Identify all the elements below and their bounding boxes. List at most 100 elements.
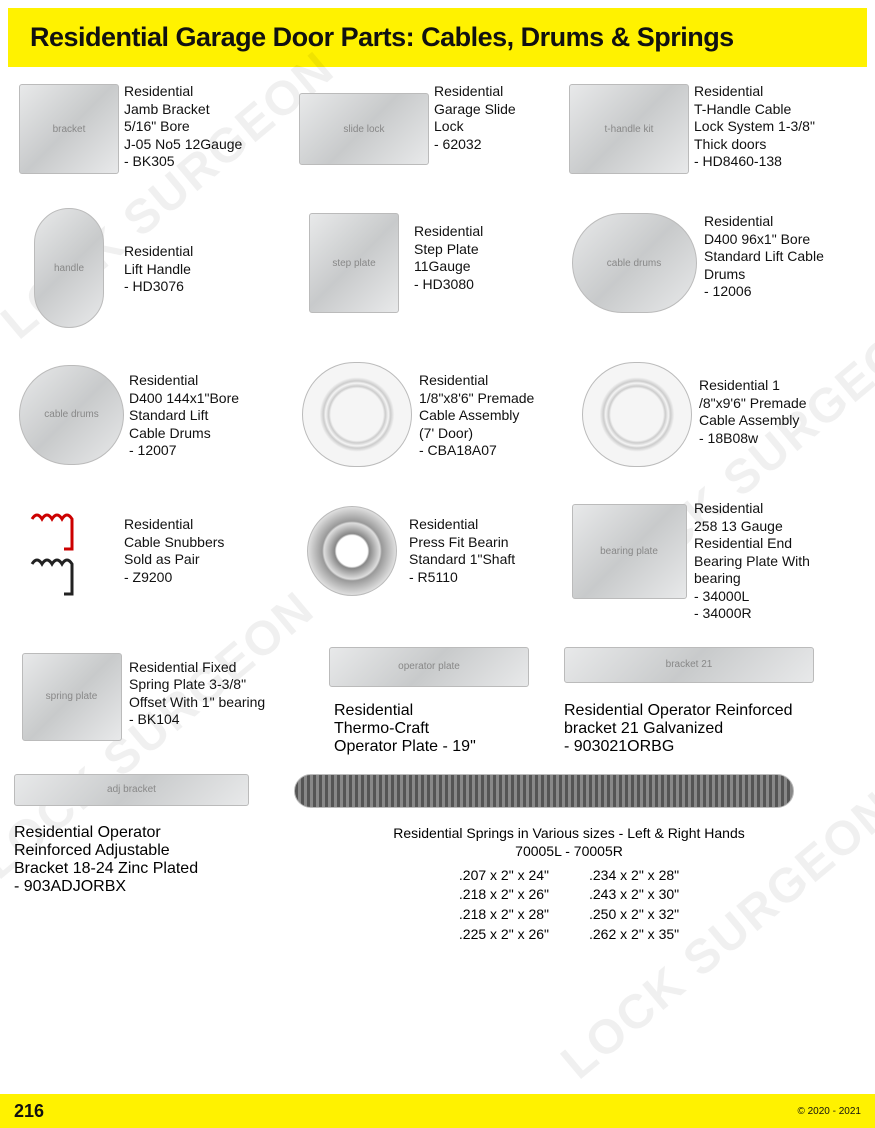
size-row: .234 x 2" x 28" <box>589 866 679 886</box>
item-slide-lock: Residential Garage Slide Lock - 62032 <box>294 79 564 179</box>
product-text: Residential Fixed Spring Plate 3-3/8" Of… <box>129 647 265 729</box>
row-2: Residential Lift Handle - HD3076 Residen… <box>14 203 861 333</box>
product-image <box>572 213 697 313</box>
header-bar: Residential Garage Door Parts: Cables, D… <box>8 8 867 67</box>
page-number: 216 <box>14 1101 44 1122</box>
item-bearing: Residential Press Fit Bearin Standard 1"… <box>294 496 564 606</box>
product-text: Residential Garage Slide Lock - 62032 <box>434 79 516 153</box>
line: D400 144x1"Bore <box>129 390 239 408</box>
product-image <box>302 362 412 467</box>
line: Residential <box>694 500 810 518</box>
line: Reinforced Adjustable <box>14 842 294 860</box>
row-6: Residential Operator Reinforced Adjustab… <box>14 774 861 945</box>
line: Residential <box>694 83 815 101</box>
line: - CBA18A07 <box>419 442 534 460</box>
product-text: Residential Press Fit Bearin Standard 1"… <box>409 496 515 586</box>
line: - HD3080 <box>414 276 483 294</box>
line: /8"x9'6" Premade <box>699 395 807 413</box>
line: Residential 1 <box>699 377 807 395</box>
row-1: Residential Jamb Bracket 5/16" Bore J-05… <box>14 79 861 179</box>
footer-bar: 216 © 2020 - 2021 <box>0 1094 875 1128</box>
line: Residential <box>434 83 516 101</box>
line: Residential <box>414 223 483 241</box>
product-image <box>309 213 399 313</box>
size-row: .262 x 2" x 35" <box>589 925 679 945</box>
item-drums-144: Residential D400 144x1"Bore Standard Lif… <box>14 357 294 472</box>
product-image <box>307 506 397 596</box>
row-3: Residential D400 144x1"Bore Standard Lif… <box>14 357 861 472</box>
line: T-Handle Cable <box>694 101 815 119</box>
product-text: Residential T-Handle Cable Lock System 1… <box>694 79 815 171</box>
item-reinforced-21: Residential Operator Reinforced bracket … <box>564 647 854 756</box>
product-image <box>572 504 687 599</box>
line: Residential End <box>694 535 810 553</box>
size-row: .250 x 2" x 32" <box>589 905 679 925</box>
line: Bearing Plate With <box>694 553 810 571</box>
line: Standard 1"Shaft <box>409 551 515 569</box>
size-row: .218 x 2" x 26" <box>459 885 549 905</box>
springs-subtitle: 70005L - 70005R <box>294 842 844 860</box>
line: - R5110 <box>409 569 515 587</box>
spring-size-table: .207 x 2" x 24" .218 x 2" x 26" .218 x 2… <box>294 866 844 944</box>
row-4: Residential Cable Snubbers Sold as Pair … <box>14 496 861 623</box>
line: Offset With 1" bearing <box>129 694 265 712</box>
product-image <box>582 362 692 467</box>
product-text: Residential Step Plate 11Gauge - HD3080 <box>414 203 483 293</box>
size-col-1: .207 x 2" x 24" .218 x 2" x 26" .218 x 2… <box>459 866 549 944</box>
product-image <box>564 647 814 683</box>
product-image <box>569 84 689 174</box>
line: Spring Plate 3-3/8" <box>129 676 265 694</box>
line: Residential <box>704 213 824 231</box>
line: Bracket 18-24 Zinc Plated <box>14 860 294 878</box>
line: Lock <box>434 118 516 136</box>
line: Residential <box>124 516 224 534</box>
line: - Z9200 <box>124 569 224 587</box>
item-cable-86: Residential 1/8"x8'6" Premade Cable Asse… <box>294 357 574 472</box>
line: - 34000R <box>694 605 810 623</box>
line: Press Fit Bearin <box>409 534 515 552</box>
size-row: .243 x 2" x 30" <box>589 885 679 905</box>
product-image <box>294 774 794 808</box>
line: (7' Door) <box>419 425 534 443</box>
product-text: Residential Operator Reinforced bracket … <box>564 702 854 756</box>
product-image <box>22 504 117 599</box>
product-text: Residential Cable Snubbers Sold as Pair … <box>124 496 224 586</box>
line: - 62032 <box>434 136 516 154</box>
line: Cable Assembly <box>699 412 807 430</box>
product-image <box>14 774 249 806</box>
line: - HD8460-138 <box>694 153 815 171</box>
size-col-2: .234 x 2" x 28" .243 x 2" x 30" .250 x 2… <box>589 866 679 944</box>
size-row: .225 x 2" x 26" <box>459 925 549 945</box>
line: Residential Operator Reinforced <box>564 702 854 720</box>
item-jamb-bracket: Residential Jamb Bracket 5/16" Bore J-05… <box>14 79 294 179</box>
line: J-05 No5 12Gauge <box>124 136 242 154</box>
product-image <box>19 84 119 174</box>
product-image <box>19 365 124 465</box>
line: Drums <box>704 266 824 284</box>
line: Cable Assembly <box>419 407 534 425</box>
copyright: © 2020 - 2021 <box>797 1106 861 1117</box>
line: Residential Operator <box>14 824 294 842</box>
item-adjustable-bracket: Residential Operator Reinforced Adjustab… <box>14 774 294 896</box>
line: Cable Drums <box>129 425 239 443</box>
item-bearing-plate: Residential 258 13 Gauge Residential End… <box>564 496 854 623</box>
line: Lock System 1-3/8" <box>694 118 815 136</box>
line: Residential <box>409 516 515 534</box>
product-text: Residential Lift Handle - HD3076 <box>124 203 193 296</box>
product-text: Residential 1 /8"x9'6" Premade Cable Ass… <box>699 357 807 447</box>
line: - 18B08w <box>699 430 807 448</box>
line: Standard Lift Cable <box>704 248 824 266</box>
line: Step Plate <box>414 241 483 259</box>
line: Thick doors <box>694 136 815 154</box>
line: - 903021ORBG <box>564 738 854 756</box>
line: Standard Lift <box>129 407 239 425</box>
size-row: .207 x 2" x 24" <box>459 866 549 886</box>
line: Thermo-Craft <box>334 720 564 738</box>
row-5: Residential Fixed Spring Plate 3-3/8" Of… <box>14 647 861 756</box>
item-cable-96: Residential 1 /8"x9'6" Premade Cable Ass… <box>574 357 854 472</box>
line: - HD3076 <box>124 278 193 296</box>
item-springs: Residential Springs in Various sizes - L… <box>294 774 844 945</box>
line: Residential Fixed <box>129 659 265 677</box>
line: - 12007 <box>129 442 239 460</box>
item-lift-handle: Residential Lift Handle - HD3076 <box>14 203 294 333</box>
